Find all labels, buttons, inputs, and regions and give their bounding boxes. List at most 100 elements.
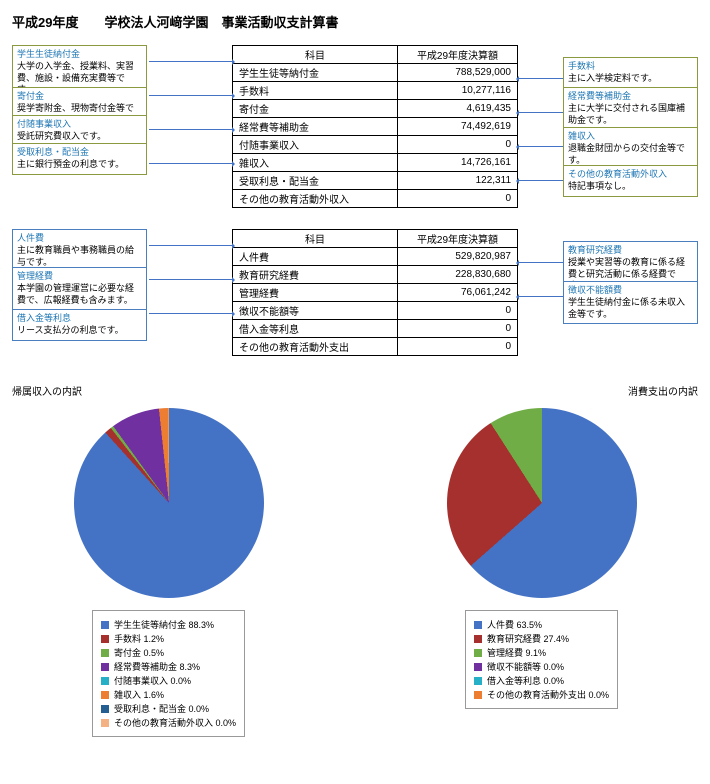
callout: 管理経費本学園の管理運営に必要な経費で、広報経費も含みます。	[12, 267, 147, 310]
callout-title: 付随事業収入	[17, 119, 142, 130]
table-row: 学生生徒等納付金788,529,000	[233, 64, 518, 82]
arrow	[519, 180, 563, 181]
legend-label: 管理経費 9.1%	[487, 646, 546, 659]
legend-label: 学生生徒等納付金 88.3%	[114, 618, 214, 631]
callout-desc: 本学園の管理運営に必要な経費で、広報経費も含みます。	[17, 283, 142, 306]
arrow	[519, 78, 563, 79]
expense-legend: 人件費 63.5%教育研究経費 27.4%管理経費 9.1%徴収不能額等 0.0…	[465, 610, 618, 709]
callout: 経常費等補助金主に大学に交付される国庫補助金です。	[563, 87, 698, 130]
legend-swatch	[101, 705, 109, 713]
callout-desc: 主に入学検定料です。	[568, 73, 693, 84]
callout-title: 教育研究経費	[568, 245, 693, 256]
legend-label: 徴収不能額等 0.0%	[487, 660, 564, 673]
callout-desc: 受託研究費収入です。	[17, 131, 142, 142]
arrow	[519, 112, 563, 113]
legend-item: その他の教育活動外収入 0.0%	[101, 716, 236, 729]
callout-desc: リース支払分の利息です。	[17, 325, 142, 336]
legend-swatch	[474, 621, 482, 629]
arrow	[149, 313, 232, 314]
col-header: 平成29年度決算額	[398, 46, 518, 64]
legend-item: 人件費 63.5%	[474, 618, 609, 631]
callout-title: 雑収入	[568, 131, 693, 142]
callout: 付随事業収入受託研究費収入です。	[12, 115, 147, 147]
table-row: 手数料10,277,116	[233, 82, 518, 100]
arrow	[519, 296, 563, 297]
table-row: 雑収入14,726,161	[233, 154, 518, 172]
legend-item: 管理経費 9.1%	[474, 646, 609, 659]
legend-item: 付随事業収入 0.0%	[101, 674, 236, 687]
callout-title: 借入金等利息	[17, 313, 142, 324]
legend-label: 借入金等利息 0.0%	[487, 674, 564, 687]
table-row: その他の教育活動外収入0	[233, 190, 518, 208]
legend-label: 雑収入 1.6%	[114, 688, 164, 701]
chart2-title: 消費支出の内訳	[385, 383, 698, 398]
data-table: 科目平成29年度決算額学生生徒等納付金788,529,000手数料10,277,…	[232, 45, 518, 208]
legend-item: 手数料 1.2%	[101, 632, 236, 645]
legend-item: 経常費等補助金 8.3%	[101, 660, 236, 673]
callout: 受取利息・配当金主に銀行預金の利息です。	[12, 143, 147, 175]
arrow	[149, 95, 232, 96]
legend-swatch	[101, 621, 109, 629]
callout-title: 学生生徒納付金	[17, 49, 142, 60]
arrow	[149, 163, 232, 164]
col-header: 平成29年度決算額	[398, 230, 518, 248]
table-row: 人件費529,820,987	[233, 248, 518, 266]
legend-label: その他の教育活動外支出 0.0%	[487, 688, 609, 701]
legend-item: 教育研究経費 27.4%	[474, 632, 609, 645]
legend-swatch	[101, 649, 109, 657]
callout: その他の教育活動外収入特記事項なし。	[563, 165, 698, 197]
page-title: 平成29年度 学校法人河﨑学園 事業活動収支計算書	[12, 12, 698, 31]
table-row: 寄付金4,619,435	[233, 100, 518, 118]
legend-label: 人件費 63.5%	[487, 618, 542, 631]
expense-section: 科目平成29年度決算額人件費529,820,987教育研究経費228,830,6…	[12, 229, 698, 359]
table-row: 管理経費76,061,242	[233, 284, 518, 302]
arrow	[149, 129, 232, 130]
table-row: 経常費等補助金74,492,619	[233, 118, 518, 136]
legend-label: 経常費等補助金 8.3%	[114, 660, 200, 673]
legend-item: 徴収不能額等 0.0%	[474, 660, 609, 673]
legend-swatch	[474, 649, 482, 657]
legend-item: 寄付金 0.5%	[101, 646, 236, 659]
callout-desc: 主に銀行預金の利息です。	[17, 159, 142, 170]
legend-swatch	[474, 635, 482, 643]
callout-title: 経常費等補助金	[568, 91, 693, 102]
callout-title: 人件費	[17, 233, 142, 244]
callout: 徴収不能額費学生生徒納付金に係る未収入金等です。	[563, 281, 698, 324]
legend-item: 学生生徒等納付金 88.3%	[101, 618, 236, 631]
arrow	[149, 245, 232, 246]
legend-swatch	[101, 677, 109, 685]
callout-title: 寄付金	[17, 91, 142, 102]
chart1-title: 帰属収入の内訳	[12, 383, 325, 398]
expense-pie	[447, 408, 637, 598]
legend-label: 寄付金 0.5%	[114, 646, 164, 659]
callout: 雑収入退職金財団からの交付金等です。	[563, 127, 698, 170]
table-row: 受取利息・配当金122,311	[233, 172, 518, 190]
col-header: 科目	[233, 46, 398, 64]
legend-item: 借入金等利息 0.0%	[474, 674, 609, 687]
data-table: 科目平成29年度決算額人件費529,820,987教育研究経費228,830,6…	[232, 229, 518, 356]
arrow	[519, 146, 563, 147]
col-header: 科目	[233, 230, 398, 248]
table-row: その他の教育活動外支出0	[233, 338, 518, 356]
table-row: 教育研究経費228,830,680	[233, 266, 518, 284]
legend-label: 受取利息・配当金 0.0%	[114, 702, 209, 715]
legend-swatch	[101, 663, 109, 671]
legend-label: 手数料 1.2%	[114, 632, 164, 645]
callout-title: 管理経費	[17, 271, 142, 282]
expense-chart-block: 消費支出の内訳 人件費 63.5%教育研究経費 27.4%管理経費 9.1%徴収…	[385, 383, 698, 737]
table-row: 借入金等利息0	[233, 320, 518, 338]
income-pie	[74, 408, 264, 598]
legend-item: 受取利息・配当金 0.0%	[101, 702, 236, 715]
legend-label: その他の教育活動外収入 0.0%	[114, 716, 236, 729]
legend-label: 付随事業収入 0.0%	[114, 674, 191, 687]
callout-desc: 主に教育職員や事務職員の給与です。	[17, 245, 142, 268]
legend-swatch	[101, 691, 109, 699]
income-legend: 学生生徒等納付金 88.3%手数料 1.2%寄付金 0.5%経常費等補助金 8.…	[92, 610, 245, 737]
callout-desc: 特記事項なし。	[568, 181, 693, 192]
callout: 人件費主に教育職員や事務職員の給与です。	[12, 229, 147, 272]
legend-swatch	[474, 663, 482, 671]
arrow	[519, 262, 563, 263]
callout-desc: 退職金財団からの交付金等です。	[568, 143, 693, 166]
callout: 手数料主に入学検定料です。	[563, 57, 698, 89]
income-chart-block: 帰属収入の内訳 学生生徒等納付金 88.3%手数料 1.2%寄付金 0.5%経常…	[12, 383, 325, 737]
